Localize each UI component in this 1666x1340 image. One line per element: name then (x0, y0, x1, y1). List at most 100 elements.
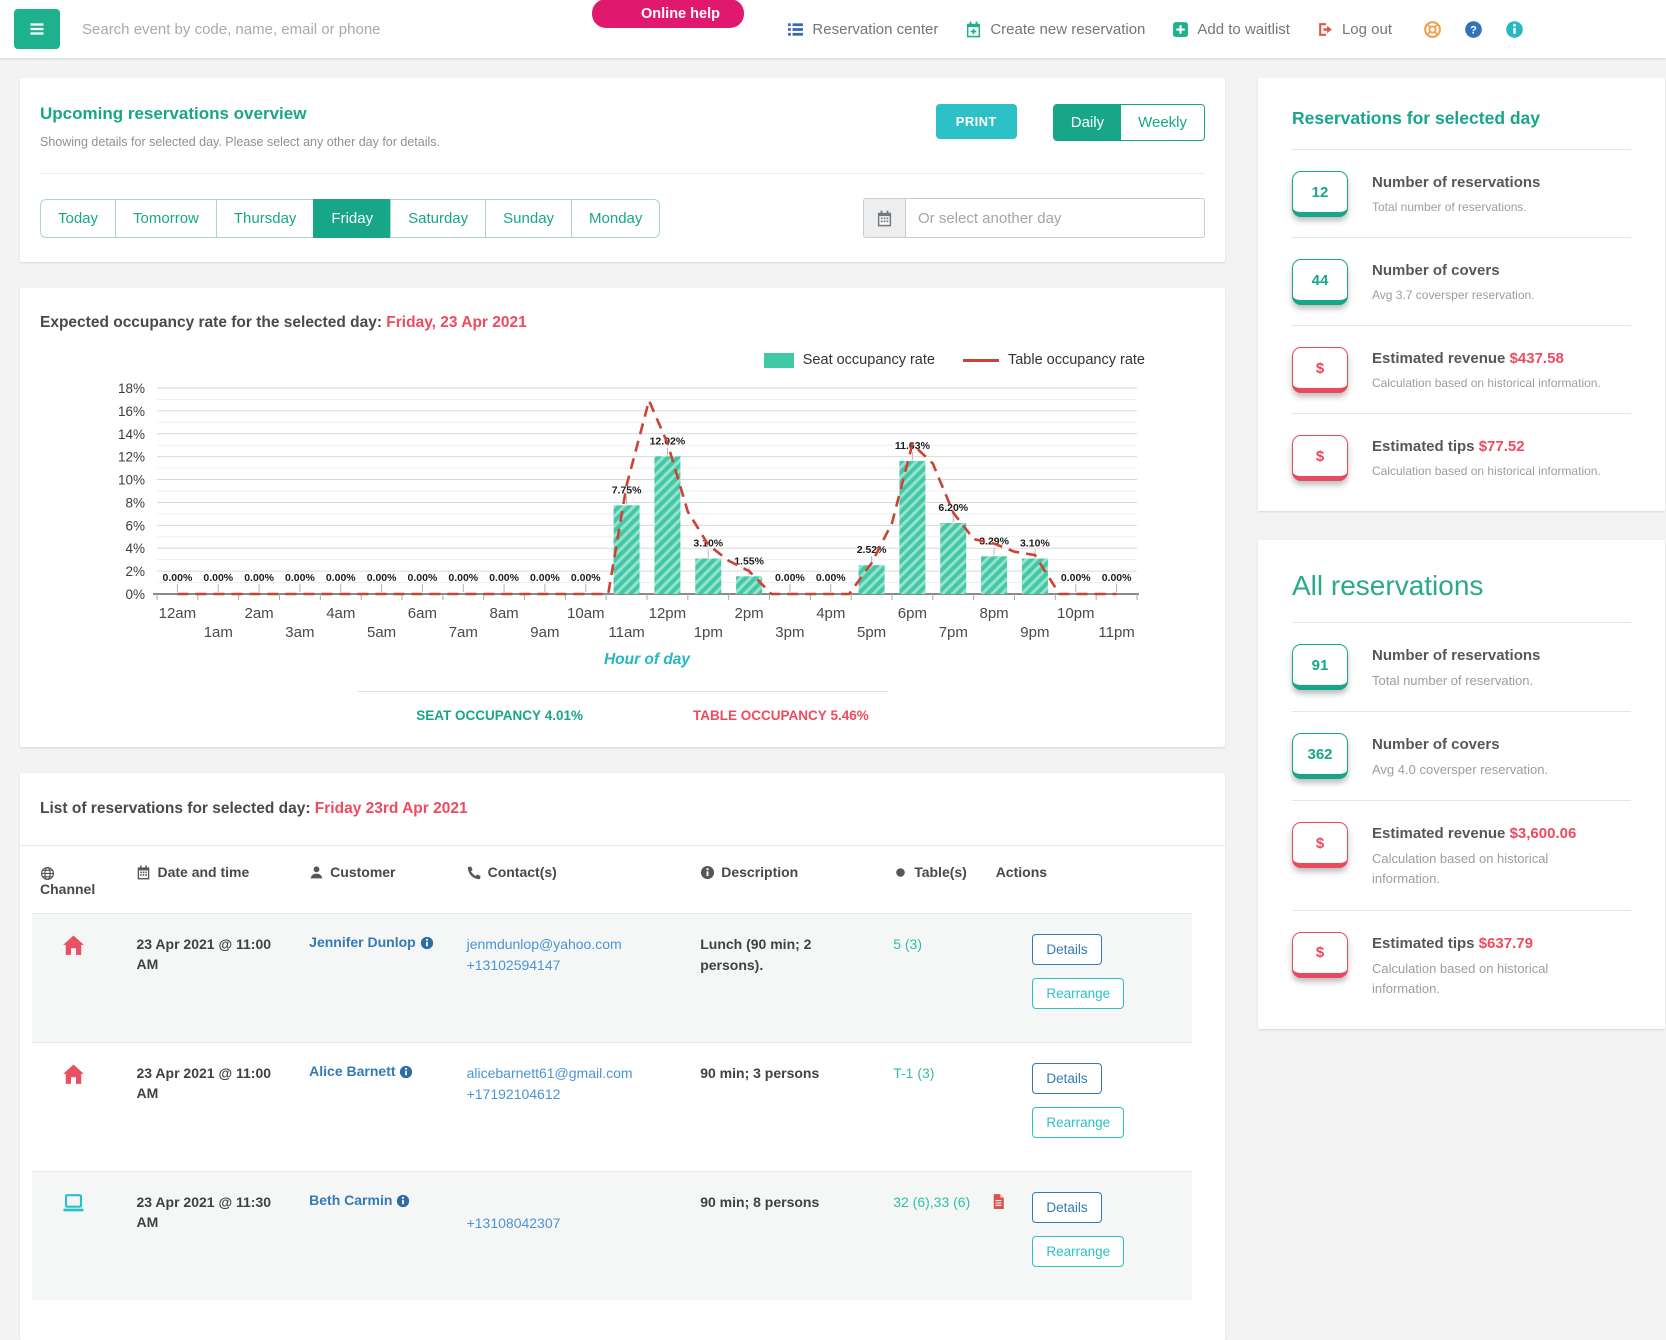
phone-link[interactable]: +17192104612 (466, 1086, 561, 1103)
svg-text:2%: 2% (125, 564, 145, 579)
svg-text:11am: 11am (608, 624, 644, 641)
column-header-date-and-time: Date and time (128, 846, 301, 913)
laptop-icon (62, 1192, 85, 1215)
toggle-daily[interactable]: Daily (1053, 105, 1122, 140)
details-button[interactable]: Details (1032, 933, 1102, 965)
info-circle-icon[interactable] (1505, 20, 1524, 39)
hamburger-icon (28, 20, 46, 38)
svg-text:8%: 8% (125, 495, 145, 510)
svg-text:1am: 1am (203, 624, 232, 641)
svg-text:2.52%: 2.52% (856, 544, 886, 556)
details-button[interactable]: Details (1032, 1062, 1102, 1094)
svg-text:8am: 8am (489, 605, 518, 622)
stat-caption: Calculation based on historical informat… (1372, 960, 1549, 996)
nav-add-to-waitlist[interactable]: Add to waitlist (1172, 21, 1290, 38)
stat-title: Number of covers (1372, 262, 1500, 279)
datepicker-group (863, 198, 1205, 238)
rearrange-button[interactable]: Rearrange (1032, 977, 1125, 1009)
stat-item: $ Estimated revenue $3,600.06 Calculation … (1292, 800, 1631, 909)
customer-link[interactable]: Beth Carmin (309, 1191, 393, 1208)
customer-link[interactable]: Alice Barnett (309, 1062, 396, 1079)
tables-link[interactable]: 5 (3) (893, 935, 922, 952)
stat-item: 12 Number of reservations Total number of … (1292, 149, 1631, 237)
svg-text:11pm: 11pm (1098, 624, 1134, 641)
email-link[interactable]: alicebarnett61@gmail.com (466, 1064, 633, 1081)
channel-cell (32, 913, 128, 1042)
stat-title: Number of reservations (1372, 647, 1541, 664)
nav-log-out[interactable]: Log out (1317, 21, 1392, 38)
datetime-cell: 23 Apr 2021 @ 11:30 AM (136, 1193, 272, 1231)
day-tab-monday[interactable]: Monday (571, 198, 661, 238)
tables-link[interactable]: T-1 (3) (893, 1064, 935, 1081)
speech-bubble-icon (616, 6, 632, 22)
svg-text:16%: 16% (117, 404, 144, 419)
details-button[interactable]: Details (1032, 1191, 1102, 1223)
svg-text:9am: 9am (530, 624, 559, 641)
legend-seat-label: Seat occupancy rate (802, 352, 935, 368)
svg-text:14%: 14% (117, 427, 144, 442)
stat-caption: Total number of reservations. (1372, 200, 1527, 214)
search-input[interactable] (80, 19, 550, 39)
tables-link[interactable]: 32 (6),33 (6) (893, 1193, 971, 1210)
customer-link[interactable]: Jennifer Dunlop (309, 933, 416, 950)
info-circle-icon[interactable] (396, 1194, 410, 1208)
stat-item: 91 Number of reservations Total number of … (1292, 622, 1631, 711)
day-tab-tomorrow[interactable]: Tomorrow (115, 198, 217, 238)
house-icon (62, 934, 85, 957)
plus-square-icon (1172, 21, 1189, 38)
stat-caption: Total number of reservation. (1372, 673, 1534, 688)
svg-text:1pm: 1pm (693, 624, 722, 641)
doc-icon[interactable] (990, 1193, 1007, 1210)
sidebar-panel-0: Reservations for selected day 12 Number of… (1258, 78, 1665, 511)
day-tab-thursday[interactable]: Thursday (215, 198, 315, 238)
reservation-list-card: List of reservations for selected day: F… (20, 773, 1225, 1340)
phone-link[interactable]: +13108042307 (466, 1215, 561, 1232)
email-link[interactable]: jenmdunlop@yahoo.com (466, 935, 622, 952)
datetime-cell: 23 Apr 2021 @ 11:00 AM (136, 1064, 272, 1102)
svg-text:0%: 0% (125, 587, 145, 602)
channel-cell (32, 1042, 128, 1171)
svg-text:3pm: 3pm (775, 624, 804, 641)
svg-text:0.00%: 0.00% (325, 572, 355, 584)
svg-text:7am: 7am (448, 624, 477, 641)
datepicker-input[interactable] (905, 198, 1205, 238)
svg-text:1.55%: 1.55% (734, 555, 764, 567)
contact-cell: +13108042307 (459, 1171, 693, 1300)
day-tab-sunday[interactable]: Sunday (485, 198, 573, 238)
svg-text:0.00%: 0.00% (530, 572, 560, 584)
legend-table-occupancy: Table occupancy rate (962, 352, 1145, 368)
rearrange-button[interactable]: Rearrange (1032, 1106, 1125, 1138)
legend-table-label: Table occupancy rate (1007, 352, 1145, 368)
svg-text:12am: 12am (158, 605, 196, 622)
info-circle-icon (700, 865, 715, 880)
stat-badge: 91 (1292, 644, 1348, 690)
day-tab-friday[interactable]: Friday (313, 198, 392, 238)
sidebar-panel-1: All reservations 91 Number of reservations… (1258, 540, 1665, 1029)
hamburger-menu-button[interactable] (14, 9, 60, 49)
day-tab-saturday[interactable]: Saturday (390, 198, 487, 238)
stat-value: $3,600.06 (1509, 825, 1577, 843)
topbar: Online help Reservation center Create new… (0, 0, 1666, 58)
info-circle-icon[interactable] (420, 936, 434, 950)
svg-text:0.00%: 0.00% (244, 572, 274, 584)
toggle-weekly[interactable]: Weekly (1121, 105, 1204, 140)
nav-create-new-reservation[interactable]: Create new reservation (965, 21, 1145, 38)
rearrange-button[interactable]: Rearrange (1032, 1235, 1125, 1267)
list-title-date: Friday 23rd Apr 2021 (314, 800, 468, 817)
reservations-table-head: Channel Date and time Customer Contact(s) De… (32, 846, 1192, 913)
info-circle-icon[interactable] (399, 1065, 413, 1079)
question-circle-icon[interactable]: ? (1464, 20, 1483, 39)
print-button[interactable]: PRINT (935, 104, 1017, 139)
datepicker-calendar-addon[interactable] (863, 198, 905, 238)
globe-icon (40, 866, 55, 881)
table-occupancy-summary: TABLE OCCUPANCY 5.46% (693, 708, 869, 723)
chart-title-date: Friday, 23 Apr 2021 (386, 314, 527, 331)
nav-reservation-center[interactable]: Reservation center (787, 21, 938, 38)
datetime-cell: 23 Apr 2021 @ 11:00 AM (136, 935, 272, 973)
phone-link[interactable]: +13102594147 (466, 957, 561, 974)
day-tab-today[interactable]: Today (40, 198, 117, 238)
stat-caption: Calculation based on historical informat… (1372, 376, 1601, 390)
life-ring-icon[interactable] (1423, 20, 1442, 39)
svg-text:4am: 4am (326, 605, 355, 622)
online-help-badge[interactable]: Online help (592, 0, 744, 28)
